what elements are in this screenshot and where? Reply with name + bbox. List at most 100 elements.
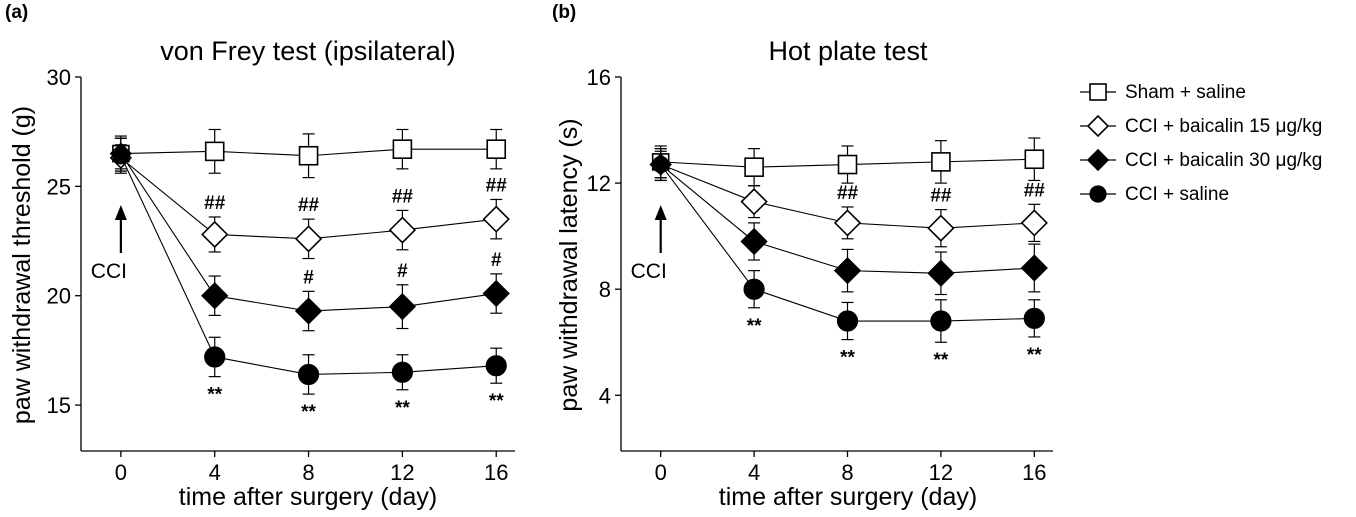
data-point (833, 256, 862, 285)
legend-marker-square-open-icon (1080, 83, 1116, 101)
series-line (120, 155, 497, 376)
panel-b-ylabel: paw withdrawal latency (s) (555, 118, 583, 411)
x-tick-label: 16 (484, 460, 508, 485)
legend-marker-circle-filled-icon (1080, 185, 1116, 203)
data-point (743, 278, 765, 300)
x-tick-label: 8 (841, 460, 853, 485)
legend-symbol (1086, 114, 1110, 138)
data-point (201, 220, 229, 249)
x-tick-label: 4 (748, 460, 760, 485)
cci-arrow-head-icon (654, 205, 667, 220)
panel-b-plot: 4 8 12 16 0 4 8 12 16 CCI ## ## ## ** ** ** ** (587, 65, 1053, 485)
significance-label: ## (1024, 180, 1046, 201)
data-point (485, 355, 507, 377)
legend-label: Sham + saline (1125, 82, 1246, 103)
data-point (927, 214, 955, 242)
legend-symbol (1089, 185, 1107, 203)
y-tick-label: 20 (47, 284, 71, 309)
legend-symbol (1086, 148, 1110, 172)
y-tick-label: 4 (599, 383, 611, 408)
significance-label: # (397, 261, 408, 282)
significance-label: ## (392, 186, 414, 207)
data-point (297, 363, 320, 386)
data-point (204, 346, 226, 368)
panel-b-letter: (b) (552, 2, 576, 23)
significance-label: ** (207, 385, 222, 406)
x-tick-label: 8 (302, 460, 314, 485)
data-point (298, 145, 319, 166)
data-point (930, 310, 952, 332)
legend-symbol (1089, 83, 1107, 101)
significance-label: ** (301, 402, 316, 423)
legend-marker-diamond-open-icon (1080, 114, 1116, 138)
x-tick-label: 4 (209, 460, 221, 485)
significance-label: # (303, 267, 314, 288)
data-point (204, 141, 225, 162)
data-point (740, 188, 768, 216)
significance-label: ** (747, 316, 762, 337)
cci-arrow-label: CCI (631, 260, 667, 283)
y-tick-label: 30 (47, 65, 71, 90)
legend-marker-diamond-filled-icon (1080, 148, 1116, 172)
legend-item-sham-saline: Sham + saline (1080, 82, 1246, 103)
significance-label: ## (298, 195, 320, 216)
significance-label: ** (1027, 345, 1042, 366)
data-point (836, 310, 859, 332)
significance-label: ## (837, 183, 859, 204)
panel-a-letter: (a) (5, 2, 28, 23)
x-tick-label: 12 (390, 460, 414, 485)
data-point (388, 216, 417, 244)
data-point (833, 209, 862, 237)
significance-label: ** (934, 350, 949, 371)
data-point (927, 259, 955, 287)
significance-label: ## (930, 186, 952, 207)
legend-label: CCI + baicalin 15 μg/kg (1125, 116, 1322, 137)
data-point (1020, 209, 1048, 237)
cci-arrow-label: CCI (91, 260, 127, 283)
panel-a-title: von Frey test (ipsilateral) (160, 36, 456, 66)
y-tick-label: 8 (599, 277, 611, 302)
y-tick-label: 15 (47, 393, 71, 418)
data-point (652, 155, 670, 174)
data-point (1023, 307, 1045, 329)
data-point (294, 297, 323, 325)
significance-label: ** (840, 348, 855, 369)
significance-label: ## (204, 193, 226, 214)
panel-a-ylabel: paw withdrawal threshold (g) (8, 106, 36, 424)
x-tick-label: 16 (1022, 460, 1046, 485)
significance-label: ## (486, 175, 508, 196)
data-point (931, 152, 951, 172)
data-point (486, 139, 507, 159)
data-point (392, 139, 413, 159)
significance-label: ** (395, 398, 410, 419)
data-point (201, 282, 229, 310)
legend-item-cci-baicalin-30: CCI + baicalin 30 μg/kg (1080, 148, 1322, 172)
significance-label: # (491, 250, 502, 271)
significance-label: ** (489, 391, 504, 412)
data-point (837, 154, 858, 175)
x-tick-label: 12 (929, 460, 953, 485)
panel-b-title: Hot plate test (768, 36, 928, 66)
y-tick-label: 12 (587, 171, 611, 196)
legend-label: CCI + baicalin 30 μg/kg (1125, 150, 1322, 171)
legend: Sham + saline CCI + baicalin 15 μg/kg CC… (1080, 82, 1322, 205)
panel-a-xlabel: time after surgery (day) (179, 483, 437, 511)
data-point (1024, 149, 1045, 170)
data-point (388, 293, 417, 321)
data-point (391, 361, 413, 383)
data-point (744, 157, 764, 177)
legend-item-cci-baicalin-15: CCI + baicalin 15 μg/kg (1080, 114, 1322, 138)
legend-label: CCI + saline (1125, 184, 1229, 205)
x-tick-label: 0 (115, 460, 127, 485)
legend-item-cci-saline: CCI + saline (1080, 184, 1229, 205)
data-point (482, 205, 510, 233)
data-point (482, 279, 510, 308)
panel-b-xlabel: time after surgery (day) (719, 483, 977, 511)
data-point (112, 147, 130, 165)
data-point (740, 227, 768, 256)
y-tick-label: 25 (47, 174, 71, 199)
y-tick-label: 16 (587, 65, 611, 90)
cci-arrow-head-icon (114, 205, 127, 220)
data-point (1020, 254, 1048, 282)
